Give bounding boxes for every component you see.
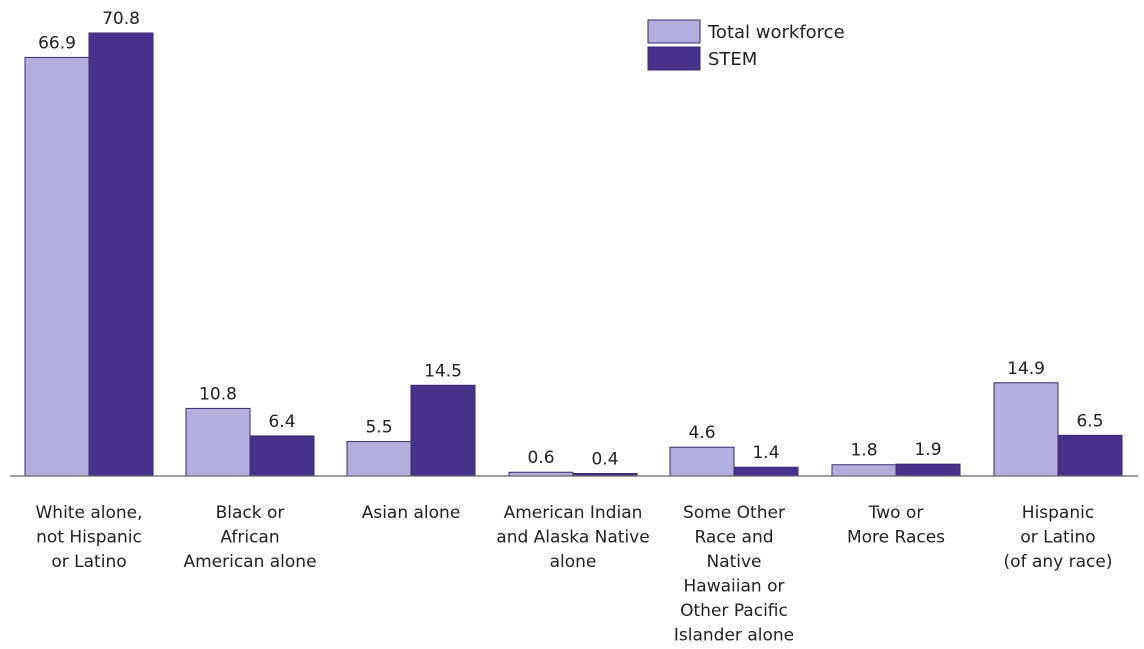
bar-stem-6 xyxy=(895,463,961,477)
legend-label-stem: STEM xyxy=(708,49,757,70)
value-label-stem-7: 6.5 xyxy=(1076,411,1103,431)
legend: Total workforce STEM xyxy=(647,19,845,71)
category-label-2-line-3: American alone xyxy=(183,552,316,572)
bar-total-workforce-6 xyxy=(831,464,897,477)
bar-total-workforce-2 xyxy=(185,407,251,477)
value-label-total-workforce-1: 66.9 xyxy=(38,33,76,53)
value-label-total-workforce-6: 1.8 xyxy=(850,441,877,461)
category-label-4-line-2: and Alaska Native xyxy=(496,528,649,548)
bar-total-workforce-1 xyxy=(24,56,90,477)
legend-swatch-total-workforce xyxy=(647,19,701,44)
value-label-stem-5: 1.4 xyxy=(752,443,779,463)
value-label-stem-2: 6.4 xyxy=(268,412,295,432)
category-label-5-line-5: Other Pacific xyxy=(680,601,788,621)
value-label-stem-4: 0.4 xyxy=(591,449,618,469)
category-label-1-line-3: or Latino xyxy=(51,552,126,572)
category-label-2-line-2: African xyxy=(220,528,279,548)
category-label-4-line-1: American Indian xyxy=(504,503,643,523)
value-label-stem-6: 1.9 xyxy=(914,440,941,460)
bar-stem-5 xyxy=(733,466,799,477)
category-labels: White alone, not Hispanic or Latino Black o… xyxy=(35,503,1112,646)
legend-label-total-workforce: Total workforce xyxy=(707,22,845,43)
bar-total-workforce-3 xyxy=(346,441,412,477)
value-label-stem-1: 70.8 xyxy=(102,9,140,29)
value-label-stem-3: 14.5 xyxy=(424,361,462,381)
category-label-2-line-1: Black or xyxy=(216,503,285,523)
category-label-5-line-4: Hawaiian or xyxy=(684,577,785,597)
value-label-total-workforce-4: 0.6 xyxy=(527,448,554,468)
bar-total-workforce-5 xyxy=(669,446,735,477)
category-label-6-line-1: Two or xyxy=(868,503,924,523)
category-label-6-line-2: More Races xyxy=(847,528,945,548)
category-label-5-line-2: Race and xyxy=(694,528,773,548)
category-label-3-line-1: Asian alone xyxy=(362,503,461,523)
value-label-total-workforce-2: 10.8 xyxy=(199,384,237,404)
bar-total-workforce-7 xyxy=(993,382,1059,477)
legend-swatch-stem xyxy=(647,46,701,71)
category-label-5-line-1: Some Other xyxy=(683,503,785,523)
category-label-4-line-3: alone xyxy=(550,552,597,572)
category-label-5-line-6: Islander alone xyxy=(674,626,794,646)
category-label-7-line-1: Hispanic xyxy=(1022,503,1094,523)
value-labels: 66.9 70.8 10.8 6.4 5.5 14.5 0.6 0.4 4.6 1.4 1.8 1.9… xyxy=(38,9,1103,469)
value-label-total-workforce-5: 4.6 xyxy=(688,423,715,443)
category-label-5-line-3: Native xyxy=(706,552,761,572)
bar-stem-2 xyxy=(249,435,315,477)
value-label-total-workforce-3: 5.5 xyxy=(365,418,392,438)
bar-stem-1 xyxy=(88,32,154,477)
bars xyxy=(24,32,1123,477)
category-label-7-line-2: or Latino xyxy=(1020,528,1095,548)
bar-stem-3 xyxy=(410,384,476,477)
category-label-1-line-2: not Hispanic xyxy=(36,528,142,548)
category-label-7-line-3: (of any race) xyxy=(1004,552,1113,572)
value-label-total-workforce-7: 14.9 xyxy=(1007,359,1045,379)
bar-stem-7 xyxy=(1057,434,1123,477)
category-label-1-line-1: White alone, xyxy=(35,503,142,523)
